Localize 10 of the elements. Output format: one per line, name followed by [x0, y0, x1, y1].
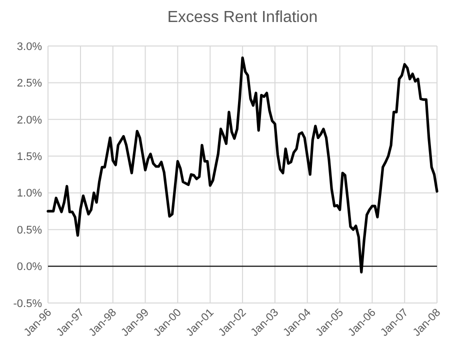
y-tick-label: 2.0% [16, 114, 42, 126]
y-tick-label: 0.0% [16, 261, 42, 274]
y-tick-label: -0.5% [13, 298, 42, 310]
y-tick-label: 3.0% [16, 40, 42, 53]
y-tick-label: 2.5% [16, 78, 42, 90]
y-tick-label: 1.5% [16, 150, 42, 163]
y-tick-label: 1.0% [16, 188, 42, 200]
y-tick-label: 0.5% [16, 224, 42, 236]
chart-title: Excess Rent Inflation [167, 9, 318, 26]
line-series [46, 56, 438, 274]
